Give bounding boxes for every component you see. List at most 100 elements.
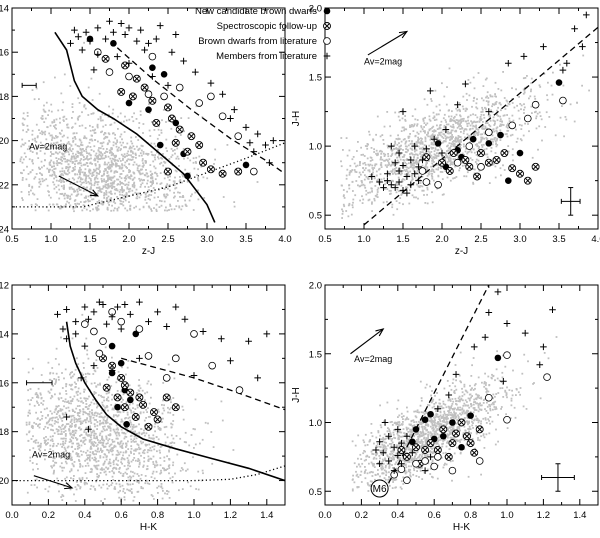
marker-members-from-literature	[127, 311, 134, 318]
x-tick-label: 3.5	[239, 234, 252, 245]
y-tick-label: 12	[0, 281, 9, 292]
marker-members-from-literature	[63, 413, 70, 421]
marker-members-from-literature	[390, 467, 398, 474]
x-tick-label: 1.2	[224, 510, 237, 521]
marker-members-from-literature	[452, 371, 460, 378]
y-tick-label: 0.5	[309, 487, 322, 498]
marker-members-from-literature	[419, 156, 426, 164]
y-tick-label: 16	[0, 378, 9, 389]
field-cloud-p3	[25, 313, 235, 502]
marker-members-from-literature	[403, 173, 411, 180]
annotation-av-p4: Av=2mag	[354, 354, 392, 364]
x-axis-label: z-J	[142, 246, 155, 257]
marker-members-from-literature	[407, 181, 415, 189]
marker-brown-dwarfs-from-literature	[412, 459, 420, 468]
x-axis-label: H-K	[453, 522, 471, 533]
marker-spectroscopic-follow-up	[475, 425, 484, 434]
marker-spectroscopic-follow-up	[402, 452, 411, 461]
marker-members-from-literature	[372, 446, 380, 454]
marker-members-from-literature	[117, 20, 125, 27]
marker-spectroscopic-follow-up	[508, 164, 517, 173]
marker-spectroscopic-follow-up	[523, 176, 532, 185]
marker-new-candidate-brown-dwarfs	[127, 396, 134, 404]
marker-members-from-literature	[385, 432, 392, 440]
plot-frame	[11, 284, 286, 506]
marker-new-candidate-brown-dwarfs	[412, 426, 420, 433]
curves-p1	[12, 31, 285, 223]
marker-members-from-literature	[388, 181, 395, 189]
marker-members-from-literature	[82, 29, 90, 36]
marker-members-from-literature	[96, 298, 103, 306]
marker-members-from-literature	[549, 306, 556, 314]
y-tick-label: 22	[0, 180, 9, 191]
marker-members-from-literature	[207, 79, 215, 87]
marker-new-candidate-brown-dwarfs	[469, 135, 477, 143]
marker-members-from-literature	[263, 330, 271, 338]
marker-members-from-literature	[141, 46, 148, 54]
marker-brown-dwarfs-from-literature	[484, 128, 493, 137]
marker-members-from-literature	[245, 337, 252, 345]
marker-members-from-literature	[77, 374, 85, 382]
marker-new-candidate-brown-dwarfs	[458, 443, 465, 451]
marker-members-from-literature	[242, 124, 250, 131]
marker-members-from-literature	[384, 170, 391, 178]
marker-new-candidate-brown-dwarfs	[485, 140, 493, 147]
marker-members-from-literature	[494, 288, 502, 296]
marker-members-from-literature	[86, 37, 94, 45]
marker-members-from-literature	[164, 82, 172, 89]
marker-members-from-literature	[399, 187, 407, 194]
y-tick-label: 2.0	[309, 281, 322, 292]
marker-members-from-literature	[415, 163, 422, 171]
marker-brown-dwarfs-from-literature	[105, 68, 114, 76]
reddening-vector-arrow-p2	[367, 30, 409, 56]
marker-members-from-literature	[121, 301, 129, 308]
x-tick-label: 2.0	[122, 234, 135, 245]
marker-new-candidate-brown-dwarfs	[110, 40, 117, 47]
data-markers-layer: Av=2mag Av=2mag Av=2mag Av=2mag M6	[21, 11, 590, 498]
marker-members-from-literature	[579, 43, 586, 50]
marker-new-candidate-brown-dwarfs	[449, 419, 456, 426]
marker-members-from-literature	[246, 139, 254, 147]
marker-spectroscopic-follow-up	[516, 169, 524, 178]
marker-members-from-literature	[376, 178, 383, 186]
x-tick-label: 0.5	[318, 234, 331, 245]
marker-members-from-literature	[559, 66, 567, 74]
marker-members-from-literature	[94, 51, 102, 58]
marker-spectroscopic-follow-up	[175, 125, 184, 134]
marker-members-from-literature	[427, 453, 434, 461]
series-p4	[372, 288, 556, 485]
marker-members-from-literature	[399, 108, 407, 115]
marker-members-from-literature	[415, 177, 422, 184]
marker-brown-dwarfs-from-literature	[144, 352, 153, 360]
marker-members-from-literature	[430, 135, 438, 143]
marker-members-from-literature	[398, 460, 405, 468]
marker-members-from-literature	[172, 303, 180, 311]
marker-spectroscopic-follow-up	[132, 74, 141, 83]
marker-spectroscopic-follow-up	[152, 118, 161, 127]
x-tick-label: 0.4	[391, 510, 404, 521]
marker-members-from-literature	[90, 66, 98, 74]
errorbar-p2	[560, 187, 581, 216]
legend-label-spectroscopic: Spectroscopic follow-up	[217, 21, 317, 32]
marker-new-candidate-brown-dwarfs	[156, 141, 164, 149]
marker-brown-dwarfs-from-literature	[531, 100, 540, 109]
marker-brown-dwarfs-from-literature	[477, 163, 485, 171]
legend-label-literature-members: Members from literature	[216, 51, 317, 62]
marker-members-from-literature	[421, 467, 429, 474]
y-tick-label: 20	[0, 136, 9, 147]
marker-new-candidate-brown-dwarfs	[145, 106, 152, 113]
marker-new-candidate-brown-dwarfs	[440, 432, 447, 440]
marker-spectroscopic-follow-up	[531, 162, 540, 171]
marker-members-from-literature	[153, 35, 160, 43]
marker-spectroscopic-follow-up	[167, 114, 176, 123]
marker-spectroscopic-follow-up	[457, 418, 466, 427]
x-tick-label: 0.5	[5, 234, 18, 245]
x-tick-label: 0.0	[318, 510, 331, 521]
marker-members-from-literature	[145, 40, 152, 47]
marker-brown-dwarfs-from-literature	[172, 354, 180, 363]
marker-brown-dwarfs-from-literature	[117, 317, 125, 326]
marker-spectroscopic-follow-up	[101, 54, 110, 63]
x-tick-label: 4.0	[278, 234, 291, 245]
x-tick-label: 1.0	[357, 234, 370, 245]
